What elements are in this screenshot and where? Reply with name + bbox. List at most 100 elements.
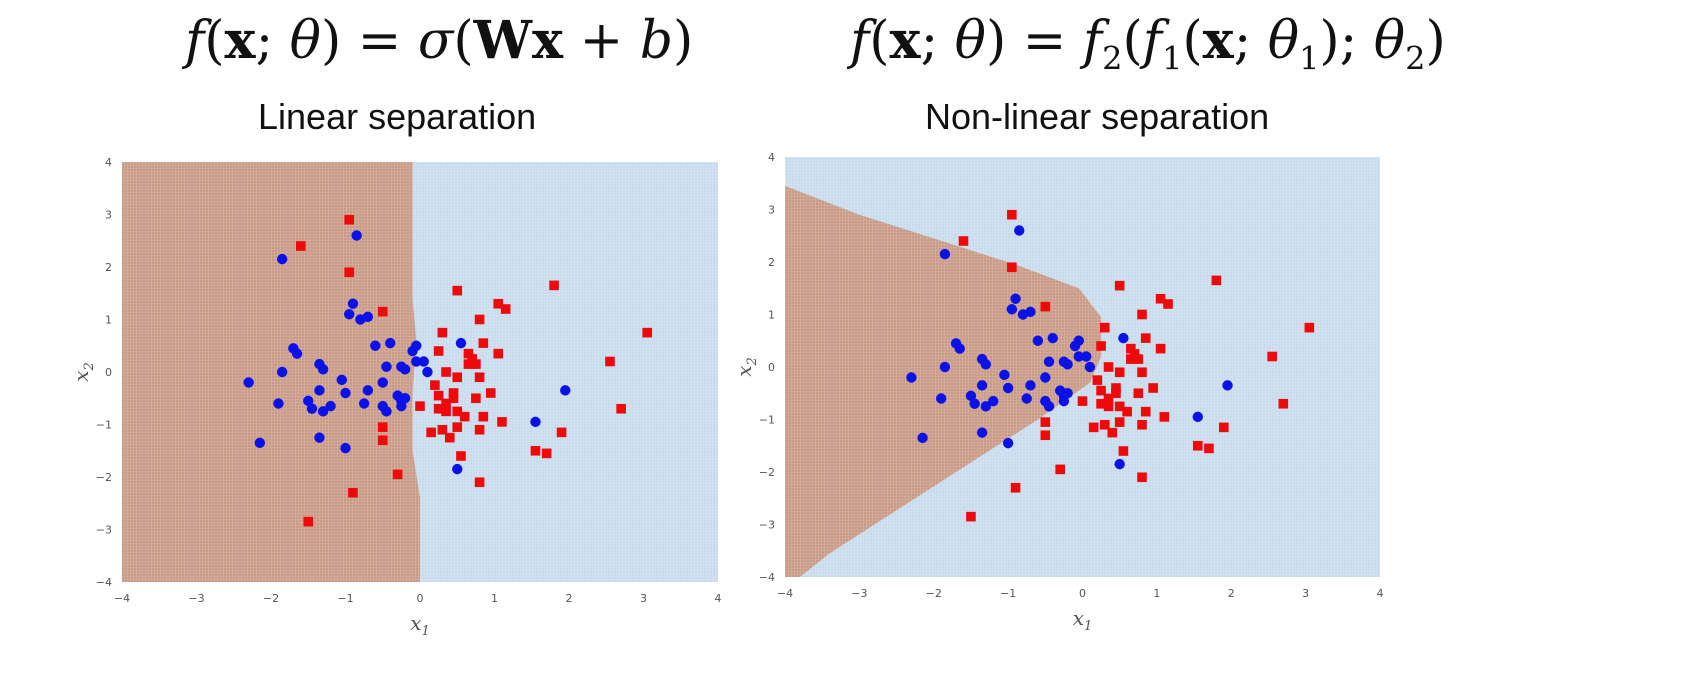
blue-class-point	[1069, 340, 1081, 352]
x-tick-label: 2	[1228, 587, 1235, 600]
blue-class-point	[980, 401, 992, 412]
red-class-point	[1129, 349, 1140, 359]
blue-class-point	[452, 463, 463, 475]
blue-class-point	[351, 230, 362, 241]
linear-separation-title: Linear separation	[258, 96, 537, 137]
red-class-point	[1103, 362, 1114, 372]
red-class-point	[478, 411, 489, 422]
blue-class-point	[422, 366, 433, 378]
y-tick-label: −3	[96, 524, 112, 537]
blue-class-point	[455, 337, 467, 349]
red-class-point	[437, 424, 448, 435]
red-class-point	[1122, 406, 1132, 417]
x-tick-label: −4	[777, 587, 793, 600]
red-class-point	[437, 327, 448, 338]
red-class-point	[1114, 367, 1125, 378]
red-class-point	[1118, 446, 1129, 456]
blue-class-point	[303, 395, 314, 407]
red-class-point	[433, 403, 444, 414]
x-tick-label: −3	[188, 592, 204, 605]
blue-class-point	[1043, 356, 1055, 367]
y-tick-label: 1	[105, 314, 112, 327]
red-class-point	[1137, 472, 1147, 483]
red-class-point	[1010, 482, 1021, 493]
red-class-point	[344, 267, 355, 278]
y-axis-label: x2	[732, 357, 760, 377]
red-class-point	[1211, 275, 1222, 286]
red-class-point	[1278, 398, 1289, 409]
blue-class-point	[530, 416, 541, 428]
y-tick-label: 4	[768, 151, 775, 164]
blue-class-point	[358, 398, 370, 409]
red-class-point	[441, 398, 451, 409]
blue-class-point	[980, 359, 992, 370]
linear-separation-chart: −4 −3 −2 −1 0 1 2 3 4 −4 −3 −2 −1 0 1 2 3 4 x1 x2	[69, 156, 722, 639]
blue-class-point	[906, 372, 917, 383]
x-tick-label: 0	[417, 592, 424, 605]
red-class-point	[1040, 430, 1051, 441]
blue-class-point	[1047, 332, 1058, 344]
red-class-point	[1163, 299, 1173, 309]
red-class-point	[1126, 343, 1136, 354]
red-class-point	[471, 359, 481, 369]
red-class-point	[1096, 385, 1106, 396]
red-class-point	[1114, 417, 1125, 427]
y-tick-label: −3	[759, 519, 775, 532]
blue-class-point	[1025, 306, 1036, 318]
blue-class-point	[314, 385, 325, 396]
blue-class-point	[999, 369, 1010, 381]
y-tick-label: 0	[105, 366, 112, 379]
red-class-point	[1137, 419, 1147, 430]
y-tick-label: 1	[768, 309, 775, 322]
blue-class-point	[370, 340, 381, 351]
blue-class-point	[362, 385, 374, 396]
blue-class-point	[939, 248, 951, 260]
blue-class-point	[1040, 372, 1051, 383]
red-class-point	[377, 306, 388, 317]
red-class-point	[549, 280, 559, 291]
blue-class-point	[381, 361, 392, 372]
y-tick-label: 3	[105, 209, 112, 222]
red-class-point	[1137, 309, 1147, 320]
red-class-point	[467, 354, 477, 364]
red-class-point	[642, 327, 653, 338]
red-class-point	[1100, 419, 1110, 430]
blue-class-point	[935, 393, 947, 404]
red-class-point	[1133, 388, 1144, 399]
blue-class-point	[1010, 293, 1021, 304]
blue-class-point	[347, 298, 359, 309]
red-class-point	[1007, 262, 1017, 273]
red-class-point	[966, 511, 976, 522]
nonlinear-separation-chart: −4 −3 −2 −1 0 1 2 3 4 −4 −3 −2 −1 0 1 2 3 4 x1 x2	[732, 151, 1384, 634]
x-tick-label: 2	[566, 592, 573, 605]
blue-class-point	[407, 345, 418, 357]
red-class-point	[1103, 393, 1114, 404]
red-class-point	[1111, 383, 1121, 393]
y-tick-label: 2	[105, 261, 112, 274]
blue-class-point	[988, 395, 999, 407]
linear-model-formula: f(x; θ) = σ(Wx + b)	[185, 10, 694, 71]
red-class-point	[392, 469, 403, 480]
red-class-point	[445, 432, 455, 443]
blue-class-point	[1006, 304, 1018, 315]
blue-class-point	[336, 374, 347, 386]
red-class-point	[493, 348, 504, 359]
red-class-point	[448, 388, 459, 398]
y-tick-label: −4	[96, 576, 112, 589]
blue-class-point	[1058, 395, 1070, 407]
red-class-point	[1159, 412, 1170, 422]
red-class-point	[459, 411, 470, 422]
red-class-point	[426, 427, 436, 438]
blue-class-point	[1084, 361, 1096, 373]
red-class-point	[1114, 280, 1125, 291]
blue-class-point	[377, 377, 388, 388]
red-class-point	[616, 403, 626, 414]
blue-class-point	[317, 406, 329, 417]
x-tick-label: 4	[1377, 587, 1384, 600]
blue-class-point	[381, 406, 392, 417]
blue-class-point	[276, 366, 288, 378]
x-tick-label: 3	[1302, 587, 1309, 600]
red-class-point	[448, 393, 459, 404]
red-class-point	[1126, 354, 1136, 364]
x-axis-label: x1	[1073, 606, 1093, 634]
